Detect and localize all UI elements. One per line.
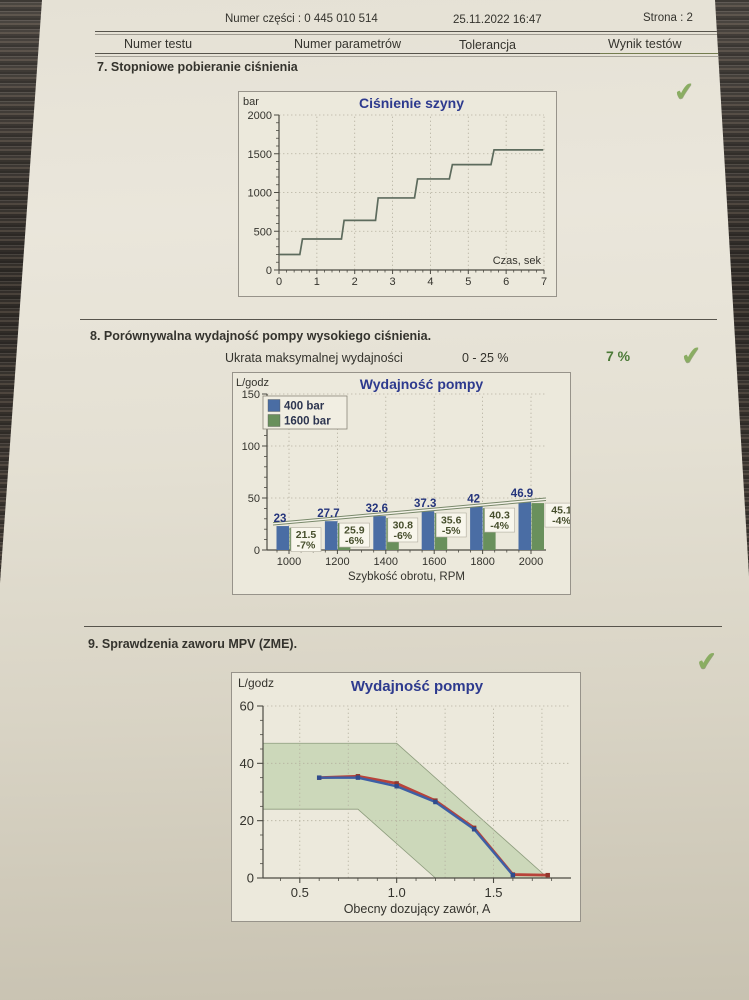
svg-text:30.8: 30.8 [393, 519, 414, 531]
column-header-result: Wynik testów [608, 37, 682, 51]
svg-text:6: 6 [503, 276, 509, 288]
svg-text:7: 7 [541, 276, 547, 288]
svg-text:37.3: 37.3 [414, 498, 436, 510]
header-rule-shadow [95, 33, 717, 35]
svg-text:1200: 1200 [325, 556, 349, 568]
svg-text:400 bar: 400 bar [284, 401, 325, 413]
rail-pressure-chart-svg: 0 500 1000 1500 2000 0 1 2 3 4 5 6 7 Czas, sek bar Ciśn… [243, 95, 547, 288]
svg-text:-4%: -4% [490, 520, 509, 532]
svg-text:35.6: 35.6 [441, 514, 462, 526]
section-9-title: 9. Sprawdzenia zaworu MPV (ZME). [88, 637, 298, 651]
svg-text:1400: 1400 [374, 556, 398, 568]
section-8-parameter-label: Ukrata maksymalnej wydajności [225, 351, 403, 365]
section-9-pass-check-icon: ✔ [694, 644, 720, 678]
datetime-label: 25.11.2022 16:47 [453, 14, 542, 26]
svg-text:2000: 2000 [519, 556, 543, 568]
svg-text:150: 150 [242, 389, 260, 401]
header-rule2-shadow [95, 55, 718, 57]
pump-output-bar-chart: 0 50 100 150 1000 1200 1400 1600 1800 2000 21.5 -7%… [232, 372, 571, 595]
result-column-underline [600, 52, 718, 54]
section-9-separator [84, 626, 722, 627]
section-8-title: 8. Porównywalna wydajność pompy wysokieg… [90, 329, 432, 343]
svg-text:-6%: -6% [345, 535, 364, 547]
svg-text:1: 1 [314, 276, 320, 288]
header-rule2 [95, 53, 718, 54]
svg-text:46.9: 46.9 [511, 488, 533, 500]
svg-text:50: 50 [248, 493, 260, 505]
svg-text:-7%: -7% [297, 540, 316, 552]
section-8-separator [80, 319, 717, 320]
svg-text:1000: 1000 [248, 188, 272, 200]
mpv-valve-line-chart: 0 20 40 60 0.5 1.0 1.5 L/godz Wydajność pompy Obe… [231, 672, 581, 922]
svg-text:L/godz: L/godz [238, 676, 274, 690]
section-8-pass-check-icon: ✔ [679, 340, 704, 372]
column-header-tolerance: Tolerancja [459, 38, 516, 52]
svg-text:1.5: 1.5 [484, 885, 502, 900]
svg-text:5: 5 [465, 276, 471, 288]
svg-text:0: 0 [254, 545, 260, 557]
mpv-valve-line-chart-svg: 0 20 40 60 0.5 1.0 1.5 L/godz Wydajność pompy Obe… [238, 676, 571, 916]
svg-text:-5%: -5% [442, 525, 461, 537]
svg-text:-4%: -4% [552, 515, 570, 527]
svg-text:Ciśnienie szyny: Ciśnienie szyny [359, 95, 464, 111]
svg-text:0: 0 [266, 265, 272, 277]
svg-text:Wydajność pompy: Wydajność pompy [360, 376, 484, 392]
pump-output-bar-chart-svg: 0 50 100 150 1000 1200 1400 1600 1800 2000 21.5-7%… [236, 376, 570, 583]
svg-text:1000: 1000 [277, 556, 301, 568]
part-number-label: Numer części : 0 445 010 514 [225, 13, 378, 25]
svg-text:45.1: 45.1 [551, 505, 570, 517]
svg-text:1800: 1800 [470, 556, 494, 568]
section-7-title: 7. Stopniowe pobieranie ciśnienia [97, 60, 298, 74]
column-header-test: Numer testu [124, 37, 193, 51]
svg-text:2000: 2000 [248, 110, 272, 122]
section-8-tolerance-value: 0 - 25 % [462, 351, 509, 365]
svg-text:27.7: 27.7 [317, 508, 339, 520]
svg-text:20: 20 [240, 813, 254, 828]
svg-text:25.9: 25.9 [344, 525, 365, 537]
svg-text:23: 23 [274, 513, 287, 525]
svg-text:Wydajność pompy: Wydajność pompy [351, 678, 484, 695]
svg-text:Czas, sek: Czas, sek [493, 255, 542, 267]
svg-text:Szybkość obrotu, RPM: Szybkość obrotu, RPM [348, 571, 465, 583]
column-header-params: Numer parametrów [294, 37, 401, 51]
svg-text:4: 4 [427, 276, 433, 288]
rail-pressure-chart: 0 500 1000 1500 2000 0 1 2 3 4 5 6 7 Czas, sek bar Ciśn… [238, 91, 557, 297]
svg-text:L/godz: L/godz [236, 377, 269, 389]
svg-text:1500: 1500 [248, 149, 272, 161]
svg-text:42: 42 [467, 493, 480, 505]
svg-text:1600: 1600 [422, 556, 446, 568]
svg-text:1.0: 1.0 [388, 885, 406, 900]
svg-text:21.5: 21.5 [296, 529, 317, 541]
svg-text:2: 2 [352, 276, 358, 288]
svg-text:3: 3 [390, 276, 396, 288]
section-8-result-value: 7 % [606, 348, 631, 364]
svg-text:0: 0 [276, 276, 282, 288]
svg-text:100: 100 [242, 441, 260, 453]
svg-text:Obecny dozujący zawór, A: Obecny dozujący zawór, A [344, 902, 491, 916]
svg-text:32.6: 32.6 [366, 503, 388, 515]
svg-text:40.3: 40.3 [489, 510, 510, 522]
svg-text:40: 40 [240, 756, 254, 771]
section-7-pass-check-icon: ✔ [672, 76, 697, 108]
svg-text:0: 0 [247, 871, 254, 886]
svg-text:500: 500 [254, 226, 272, 238]
header-rule [95, 31, 717, 32]
page-number-label: Strona : 2 [643, 12, 693, 24]
svg-text:60: 60 [240, 699, 254, 714]
svg-text:-6%: -6% [393, 530, 412, 542]
svg-text:0.5: 0.5 [291, 885, 309, 900]
svg-text:1600 bar: 1600 bar [284, 416, 331, 428]
svg-text:bar: bar [243, 96, 259, 108]
